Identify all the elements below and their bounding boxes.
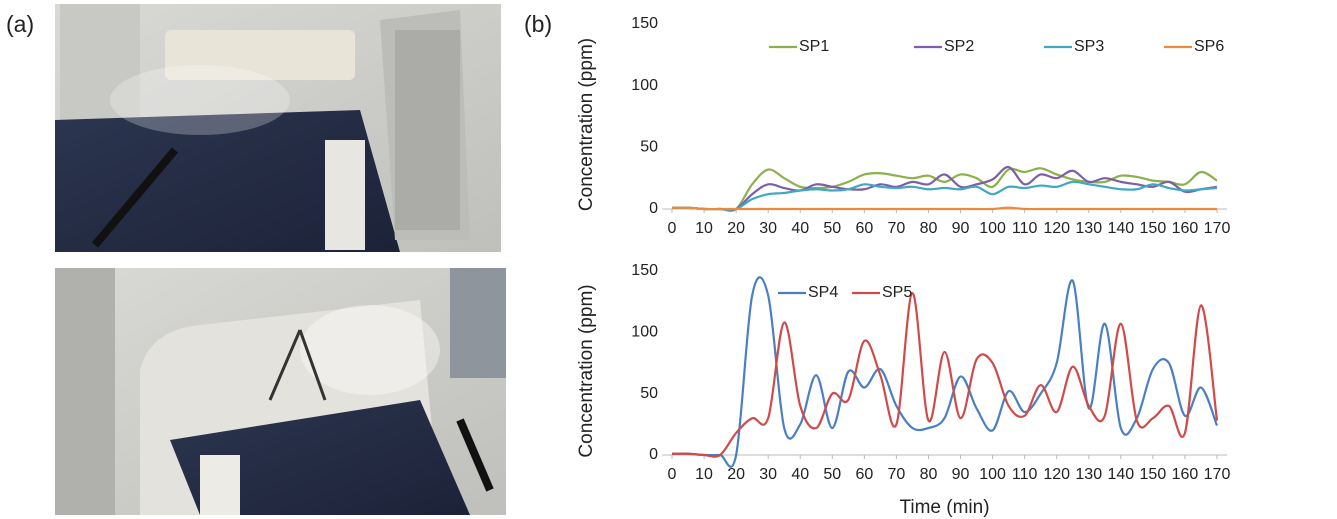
x-tick-label: 20	[727, 220, 745, 237]
x-tick-label: 110	[1012, 220, 1038, 237]
data-line	[671, 167, 1218, 212]
x-tick-label: 160	[1172, 220, 1199, 237]
photo	[55, 268, 506, 515]
data-line	[671, 206, 1217, 211]
x-tick-label: 160	[1172, 466, 1199, 483]
y-tick-label: 150	[631, 262, 658, 279]
x-tick-label: 170	[1204, 466, 1231, 483]
y-tick-label: 150	[631, 15, 658, 32]
x-tick-label: 100	[979, 466, 1006, 483]
x-tick-label: 70	[888, 466, 906, 483]
x-tick-label: 120	[1043, 466, 1070, 483]
x-axis-title: Time (min)	[899, 497, 989, 518]
x-tick-label: 50	[823, 466, 841, 483]
y-tick-label: 50	[640, 139, 658, 156]
x-tick-label: 60	[855, 466, 873, 483]
legend-label: SP3	[1074, 38, 1104, 55]
photo	[55, 4, 501, 252]
data-line	[671, 291, 1219, 458]
x-tick-label: 10	[695, 220, 713, 237]
x-tick-label: 70	[888, 220, 906, 237]
y-tick-label: 50	[640, 385, 658, 402]
x-tick-label: 150	[1140, 220, 1167, 237]
data-line	[671, 165, 1218, 212]
x-tick-label: 90	[952, 466, 970, 483]
x-tick-label: 60	[855, 220, 873, 237]
x-tick-label: 40	[791, 220, 809, 237]
y-tick-label: 100	[631, 77, 658, 94]
x-tick-label: 100	[979, 220, 1006, 237]
panel-label: (a)	[6, 11, 34, 37]
x-tick-label: 120	[1043, 220, 1070, 237]
x-tick-label: 10	[695, 466, 713, 483]
legend-label: SP2	[944, 38, 974, 55]
x-tick-label: 150	[1140, 466, 1167, 483]
y-axis-title: Concentration (ppm)	[576, 284, 597, 457]
x-tick-label: 170	[1204, 220, 1231, 237]
x-tick-label: 30	[759, 220, 777, 237]
x-tick-label: 20	[727, 466, 745, 483]
y-tick-label: 0	[649, 446, 658, 463]
x-tick-label: 130	[1075, 220, 1102, 237]
data-line	[671, 180, 1218, 211]
x-tick-label: 50	[823, 220, 841, 237]
legend-label: SP6	[1194, 38, 1224, 55]
x-tick-label: 90	[952, 220, 970, 237]
legend-label: SP5	[882, 284, 912, 301]
x-tick-label: 0	[668, 466, 677, 483]
x-tick-label: 80	[920, 220, 938, 237]
x-tick-label: 140	[1107, 220, 1134, 237]
x-tick-label: 110	[1012, 466, 1038, 483]
y-tick-label: 0	[649, 200, 658, 217]
x-tick-label: 30	[759, 466, 777, 483]
panel-label: (b)	[524, 11, 552, 37]
data-line	[671, 276, 1219, 468]
x-tick-label: 80	[920, 466, 938, 483]
x-tick-label: 130	[1075, 466, 1102, 483]
x-tick-label: 0	[668, 220, 677, 237]
y-axis-title: Concentration (ppm)	[576, 38, 597, 211]
legend-label: SP1	[799, 38, 829, 55]
y-tick-label: 100	[631, 324, 658, 341]
legend-label: SP4	[808, 284, 838, 301]
x-tick-label: 140	[1107, 466, 1134, 483]
x-tick-label: 40	[791, 466, 809, 483]
